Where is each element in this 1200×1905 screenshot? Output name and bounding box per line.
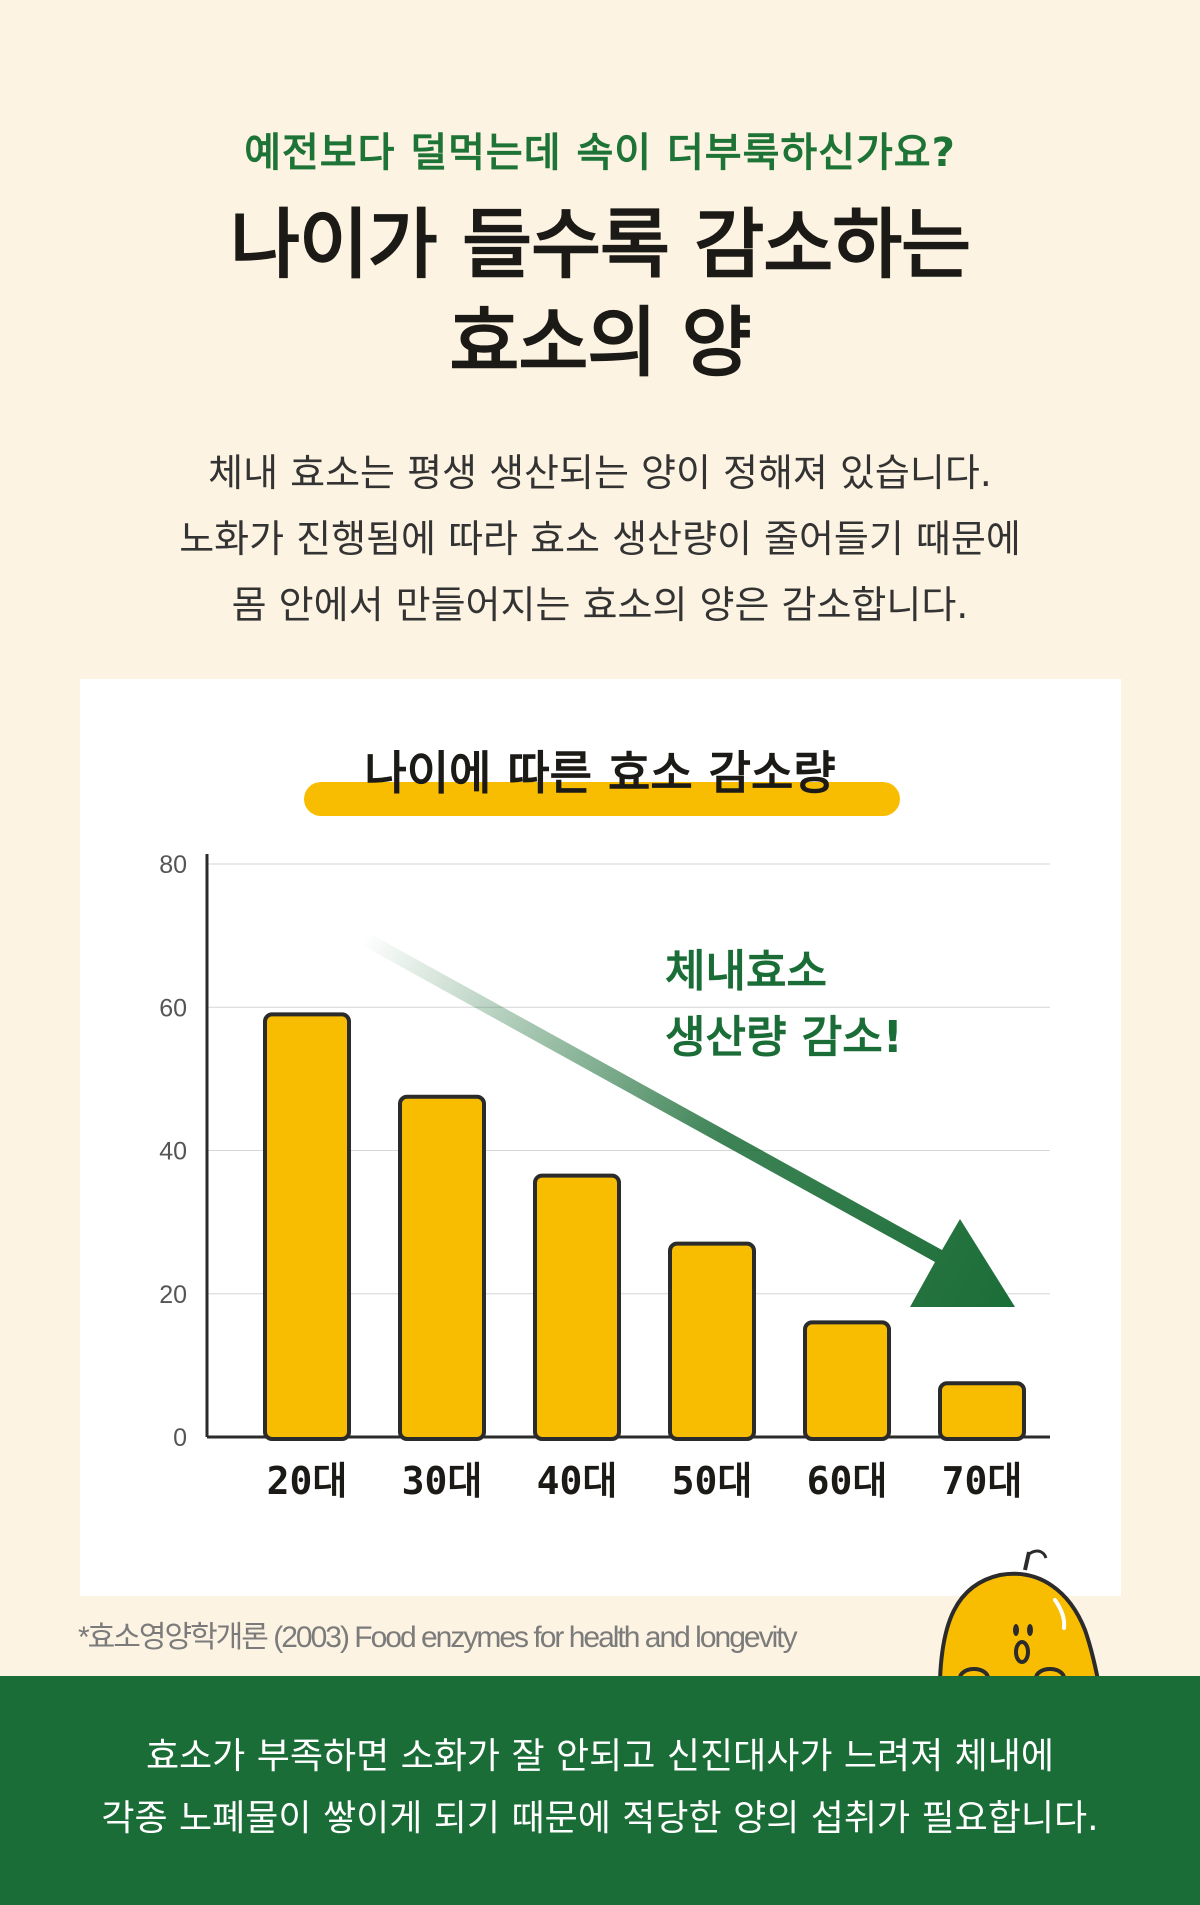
bar-chart: 나이에 따른 효소 감소량 0 20 40 60 80 20대 30대 40대 50대 60대 7… — [159, 746, 1050, 1503]
bar-30대 — [398, 1094, 486, 1441]
bottom-banner: 효소가 부족하면 소화가 잘 안되고 신진대사가 느려져 체내에 각종 노폐물이… — [0, 1676, 1200, 1905]
decrease-arrow-icon — [360, 932, 1015, 1307]
x-tick-label: 30대 — [402, 1459, 483, 1503]
title-line-1: 나이가 들수록 감소하는 — [229, 200, 971, 289]
title-line-2: 효소의 양 — [449, 298, 751, 387]
x-tick-label: 70대 — [942, 1459, 1023, 1503]
description-line-2: 노화가 진행됨에 따라 효소 생산량이 줄어들기 때문에 — [179, 517, 1021, 561]
description-line-3: 몸 안에서 만들어지는 효소의 양은 감소합니다. — [231, 583, 969, 627]
bottom-text-line-2: 각종 노폐물이 쌓이게 되기 때문에 적당한 양의 섭취가 필요합니다. — [101, 1798, 1099, 1839]
subtitle: 예전보다 덜먹는데 속이 더부룩하신가요? — [244, 130, 956, 176]
annotation-line-2: 생산량 감소! — [665, 1012, 903, 1063]
y-tick-label: 60 — [159, 994, 187, 1022]
y-tick-label: 40 — [159, 1138, 187, 1166]
bottom-text-line-1: 효소가 부족하면 소화가 잘 안되고 신진대사가 느려져 체내에 — [145, 1736, 1055, 1777]
y-tick-label: 80 — [159, 851, 187, 879]
chart-card: 나이에 따른 효소 감소량 0 20 40 60 80 20대 30대 40대 50대 60대 7… — [80, 679, 1121, 1596]
footnote: *효소영양학개론 (2003) Food enzymes for health … — [78, 1621, 798, 1654]
x-tick-label: 40대 — [537, 1459, 618, 1503]
bar-60대 — [803, 1320, 891, 1442]
annotation-line-1: 체내효소 — [665, 946, 827, 997]
y-tick-label: 20 — [159, 1281, 187, 1309]
chart-title-highlight — [304, 782, 900, 816]
bar-70대 — [938, 1381, 1026, 1441]
yellow-fruit-mascot-icon — [937, 1549, 1101, 1689]
bar-50대 — [668, 1241, 756, 1441]
x-tick-label: 20대 — [267, 1459, 348, 1503]
x-tick-label: 60대 — [807, 1459, 888, 1503]
x-tick-label: 50대 — [672, 1459, 753, 1503]
description: 체내 효소는 평생 생산되는 양이 정해져 있습니다. 노화가 진행됨에 따라 … — [0, 440, 1200, 638]
page-title: 나이가 들수록 감소하는 효소의 양 — [0, 196, 1200, 392]
description-line-1: 체내 효소는 평생 생산되는 양이 정해져 있습니다. — [208, 451, 992, 495]
chart-title: 나이에 따른 효소 감소량 — [364, 746, 835, 800]
y-tick-label: 0 — [173, 1424, 187, 1452]
bar-20대 — [263, 1012, 351, 1441]
bar-40대 — [533, 1173, 621, 1441]
